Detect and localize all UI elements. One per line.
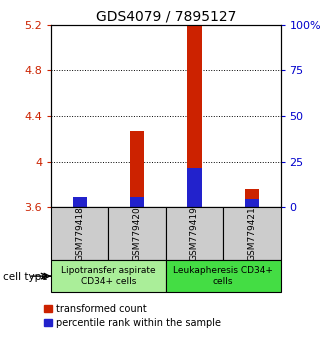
Text: Lipotransfer aspirate
CD34+ cells: Lipotransfer aspirate CD34+ cells <box>61 266 156 286</box>
Bar <box>51 260 166 292</box>
Text: GSM779421: GSM779421 <box>247 206 256 261</box>
Text: GSM779418: GSM779418 <box>75 206 84 261</box>
Text: cell type: cell type <box>3 272 48 282</box>
Bar <box>73 198 87 207</box>
Bar <box>245 199 259 207</box>
Legend: transformed count, percentile rank within the sample: transformed count, percentile rank withi… <box>45 304 221 328</box>
Bar <box>245 189 259 207</box>
Bar <box>223 207 280 260</box>
Bar <box>109 207 166 260</box>
Bar <box>166 260 280 292</box>
Bar <box>130 198 144 207</box>
Text: GSM779420: GSM779420 <box>133 206 142 261</box>
Bar <box>166 207 223 260</box>
Bar <box>187 25 202 207</box>
Text: GSM779419: GSM779419 <box>190 206 199 261</box>
Text: Leukapheresis CD34+
cells: Leukapheresis CD34+ cells <box>173 266 273 286</box>
Title: GDS4079 / 7895127: GDS4079 / 7895127 <box>96 10 236 24</box>
Bar <box>73 200 87 207</box>
Bar <box>187 168 202 207</box>
Bar <box>130 131 144 207</box>
Bar <box>51 207 109 260</box>
